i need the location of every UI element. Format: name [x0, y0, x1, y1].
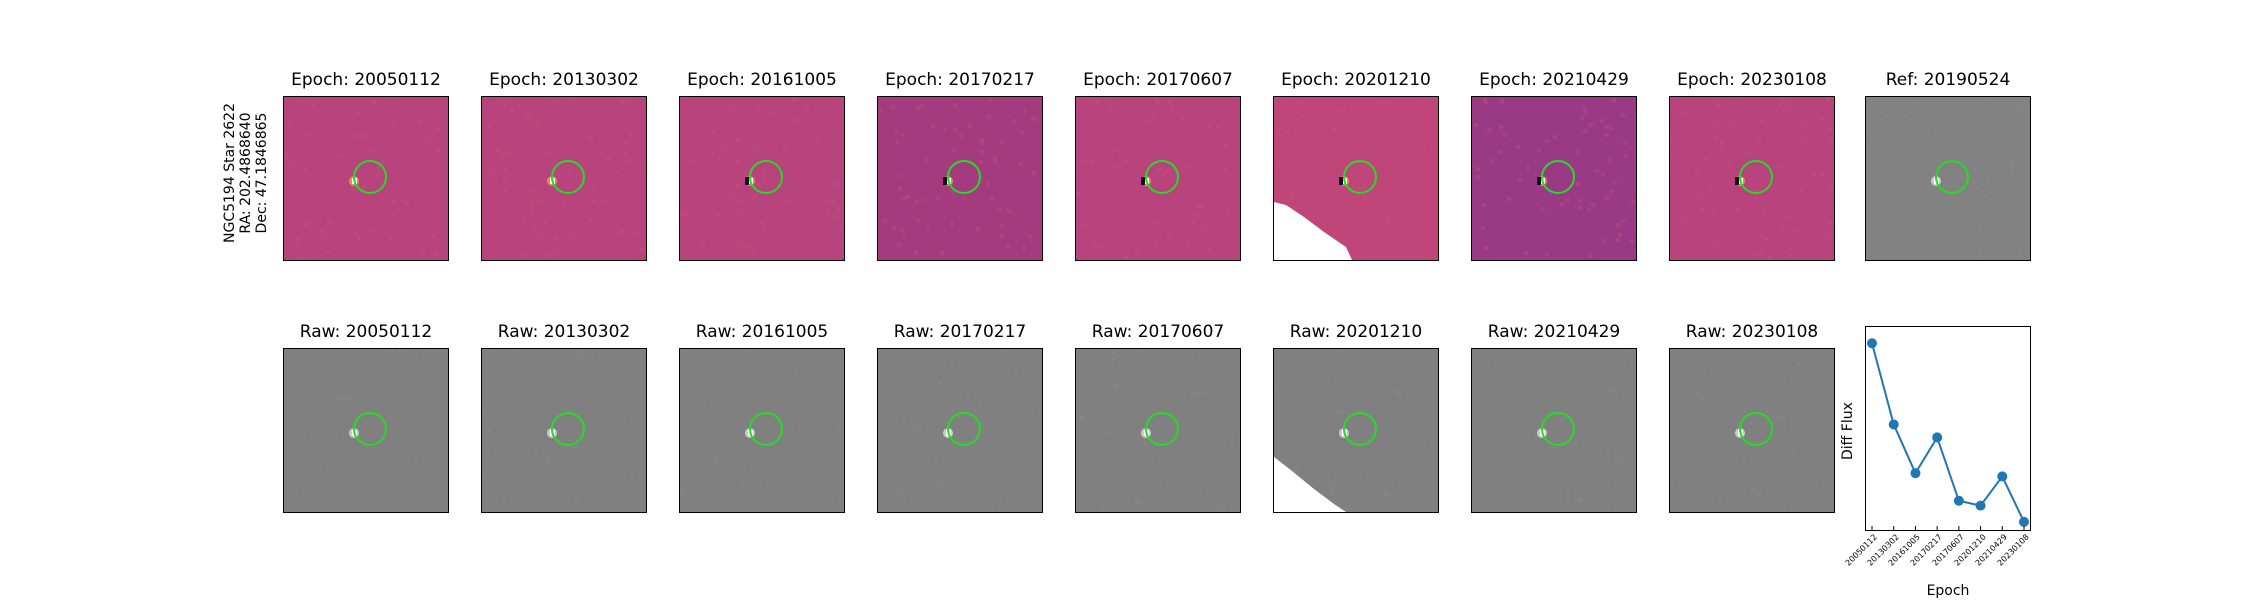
raw-panel	[1273, 348, 1439, 513]
diff-panel-title: Epoch: 20161005	[687, 70, 837, 90]
data-point	[1953, 495, 1964, 506]
ref-panel	[1865, 96, 2031, 261]
aperture-circle	[1145, 412, 1179, 446]
diff-panel	[1669, 96, 1835, 261]
aperture-circle	[551, 412, 585, 446]
diff-panel-title: Epoch: 20170607	[1083, 70, 1233, 90]
aperture-circle	[1935, 160, 1969, 194]
aperture-circle	[947, 160, 981, 194]
aperture-circle	[1343, 412, 1377, 446]
diff-panel-title: Epoch: 20201210	[1281, 70, 1431, 90]
aperture-circle	[1541, 412, 1575, 446]
raw-panel	[1669, 348, 1835, 513]
diff-panel-title: Epoch: 20050112	[291, 70, 441, 90]
mask-region	[1274, 202, 1352, 260]
light-curve-ylabel: Diff Flux	[1840, 402, 1856, 460]
raw-panel	[1471, 348, 1637, 513]
diff-panel-title: Epoch: 20230108	[1677, 70, 1827, 90]
diff-panel-title: Epoch: 20170217	[885, 70, 1035, 90]
aperture-circle	[947, 412, 981, 446]
data-point	[1910, 468, 1921, 479]
data-point	[1888, 419, 1899, 430]
diff-panel-title: Epoch: 20130302	[489, 70, 639, 90]
diff-panel	[1075, 96, 1241, 261]
raw-panel	[1075, 348, 1241, 513]
data-point	[2019, 516, 2029, 527]
raw-panel-title: Raw: 20170217	[893, 322, 1027, 342]
aperture-circle	[353, 412, 387, 446]
aperture-circle	[353, 160, 387, 194]
target-ra: RA: 202.4868640	[238, 112, 254, 234]
diff-panel	[1273, 96, 1439, 261]
raw-panel	[679, 348, 845, 513]
series-line	[1871, 342, 2025, 523]
target-name: NGC5194 Star 2622	[222, 103, 238, 243]
raw-panel-title: Raw: 20230108	[1685, 322, 1819, 342]
aperture-circle	[1739, 412, 1773, 446]
diff-panel	[1471, 96, 1637, 261]
raw-panel	[283, 348, 449, 513]
aperture-circle	[1145, 160, 1179, 194]
diff-panel	[679, 96, 845, 261]
target-dec: Dec: 47.1846865	[254, 112, 270, 234]
raw-panel	[877, 348, 1043, 513]
light-curve-svg	[1867, 338, 2029, 530]
raw-panel-title: Raw: 20130302	[497, 322, 631, 342]
aperture-circle	[1541, 160, 1575, 194]
data-point	[1997, 471, 2008, 482]
raw-panel-title: Raw: 20210429	[1487, 322, 1621, 342]
target-label: NGC5194 Star 2622 RA: 202.4868640 Dec: 4…	[222, 98, 282, 248]
raw-panel-title: Raw: 20201210	[1289, 322, 1423, 342]
light-curve-xlabel: Epoch	[1926, 583, 1970, 599]
data-point	[1975, 500, 1986, 511]
diff-panel	[283, 96, 449, 261]
diff-panel	[481, 96, 647, 261]
data-point	[1932, 432, 1943, 443]
diff-panel-title: Epoch: 20210429	[1479, 70, 1629, 90]
data-point	[1867, 338, 1877, 349]
raw-panel-title: Raw: 20170607	[1091, 322, 1225, 342]
ref-panel-title: Ref: 20190524	[1885, 70, 2011, 90]
aperture-circle	[1343, 160, 1377, 194]
raw-panel-title: Raw: 20161005	[695, 322, 829, 342]
raw-panel	[481, 348, 647, 513]
aperture-circle	[749, 160, 783, 194]
aperture-circle	[749, 412, 783, 446]
diff-panel	[877, 96, 1043, 261]
raw-panel-title: Raw: 20050112	[299, 322, 433, 342]
aperture-circle	[1739, 160, 1773, 194]
aperture-circle	[551, 160, 585, 194]
light-curve-plot	[1865, 326, 2031, 531]
